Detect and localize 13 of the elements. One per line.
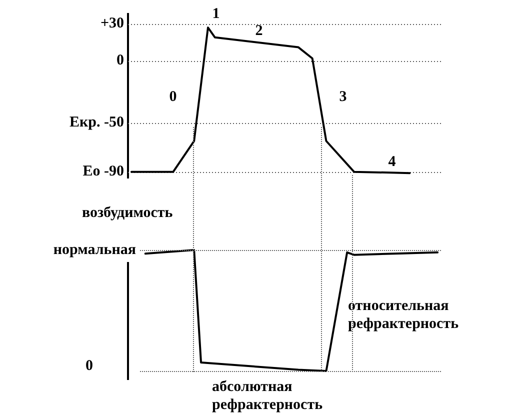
annotation: 4 (388, 153, 396, 171)
annotation: 1 (212, 5, 220, 23)
annotation: 2 (255, 22, 263, 40)
y-tick-label: Екр. -50 (70, 114, 124, 130)
y-tick-label: 0 (116, 52, 124, 69)
y-axis-title: возбудимость (82, 204, 173, 222)
text: абсолютная рефрактерность (212, 378, 324, 414)
text: нормальная (53, 241, 136, 259)
annotation: 3 (339, 88, 347, 106)
y-tick-label: +30 (100, 16, 124, 32)
annotation: 0 (169, 88, 177, 106)
annotation: относительная рефрактерность (348, 297, 460, 333)
y-tick-label: Ео -90 (82, 164, 124, 180)
